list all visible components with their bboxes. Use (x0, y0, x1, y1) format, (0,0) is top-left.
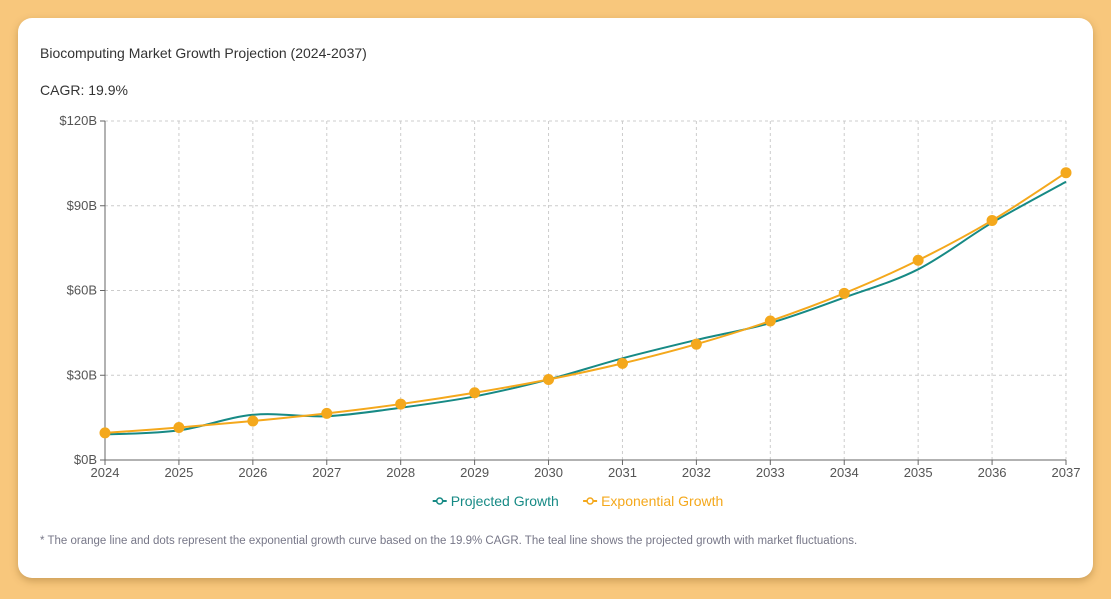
exponential-growth-point[interactable] (99, 427, 111, 439)
exponential-growth-point[interactable] (986, 214, 998, 226)
y-tick-label: $30B (67, 367, 97, 382)
line-chart: $0B $30B $60B $90B $120B 2024 2025 2026 2027 2028… (59, 113, 1080, 509)
legend[interactable]: Projected Growth Exponential Growth (432, 493, 724, 509)
y-tick-label: $60B (67, 283, 97, 298)
footnote: * The orange line and dots represent the… (40, 535, 858, 547)
legend-label: Exponential Growth (601, 493, 723, 509)
grid (105, 120, 1067, 460)
exponential-growth-point[interactable] (616, 357, 628, 369)
exponential-growth-point[interactable] (1060, 167, 1072, 179)
x-tick-label: 2036 (978, 465, 1007, 480)
series (99, 167, 1072, 439)
legend-swatch-dot (586, 497, 594, 505)
exponential-growth-point[interactable] (247, 415, 259, 427)
x-tick-label: 2029 (460, 465, 489, 480)
y-tick-label: $0B (74, 452, 97, 467)
x-tick-label: 2027 (312, 465, 341, 480)
chart-card: Biocomputing Market Growth Projection (2… (18, 18, 1093, 578)
y-tick-label: $90B (67, 198, 97, 213)
legend-label: Projected Growth (451, 493, 559, 509)
x-tick-label: 2034 (830, 465, 859, 480)
axes: $0B $30B $60B $90B $120B 2024 2025 2026 2027 2028… (59, 113, 1080, 480)
exponential-growth-point[interactable] (912, 254, 924, 266)
exponential-growth-point[interactable] (764, 315, 776, 327)
chart-title: Biocomputing Market Growth Projection (2… (40, 45, 367, 61)
projected-growth-line (104, 180, 1067, 436)
x-tick-label: 2026 (238, 465, 267, 480)
exponential-growth-line (104, 171, 1067, 434)
exponential-growth-point[interactable] (543, 373, 555, 385)
cagr-label: CAGR: 19.9% (40, 82, 128, 98)
x-tick-label: 2033 (756, 465, 785, 480)
x-tick-label: 2032 (682, 465, 711, 480)
exponential-growth-point[interactable] (690, 338, 702, 350)
x-tick-label: 2037 (1052, 465, 1081, 480)
legend-item-exponential-growth[interactable]: Exponential Growth (583, 493, 723, 509)
x-tick-label: 2024 (91, 465, 120, 480)
y-tick-label: $120B (59, 113, 97, 128)
legend-item-projected-growth[interactable]: Projected Growth (432, 493, 559, 509)
legend-swatch-dot (435, 497, 444, 505)
exponential-growth-point[interactable] (469, 387, 481, 399)
x-tick-label: 2035 (904, 465, 933, 480)
exponential-growth-point[interactable] (838, 287, 850, 299)
x-tick-label: 2028 (386, 465, 415, 480)
exponential-growth-point[interactable] (321, 407, 333, 419)
x-tick-label: 2025 (164, 465, 193, 480)
x-tick-label: 2030 (534, 465, 563, 480)
exponential-growth-point[interactable] (395, 398, 407, 410)
exponential-growth-point[interactable] (173, 422, 185, 434)
x-tick-label: 2031 (608, 465, 637, 480)
